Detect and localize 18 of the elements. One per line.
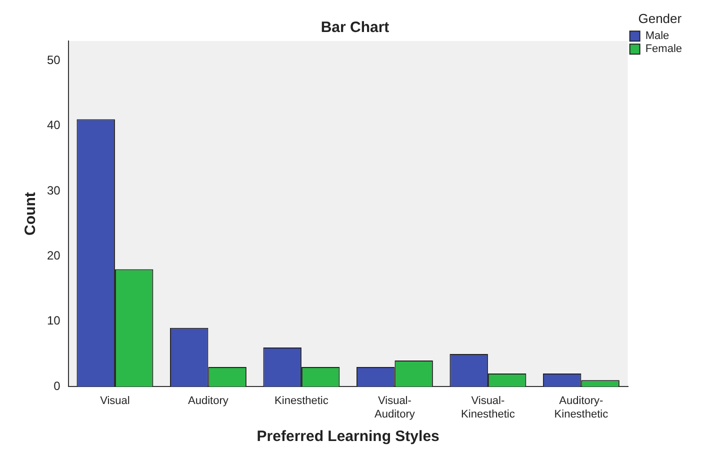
- x-tick-label: Kinesthetic: [274, 395, 329, 408]
- chart-title: Bar Chart: [320, 19, 390, 36]
- x-tick-label: Visual-Auditory: [374, 395, 416, 420]
- y-tick-label: 50: [46, 52, 61, 67]
- legend-label: Male: [645, 30, 670, 42]
- legend-label: Female: [645, 43, 682, 56]
- x-axis-title: Preferred Learning Styles: [256, 428, 440, 446]
- x-tick-label: Auditory: [188, 395, 229, 408]
- y-tick-label: 40: [46, 118, 61, 132]
- x-tick-label: Visual: [100, 395, 130, 408]
- y-tick-label: 10: [46, 314, 61, 328]
- y-tick-label: 20: [46, 248, 61, 262]
- y-axis-title: Count: [22, 192, 40, 236]
- x-tick-label: Auditory-Kinesthetic: [554, 395, 609, 420]
- x-tick-label: Visual-Kinesthetic: [461, 395, 516, 420]
- y-tick-label: 0: [54, 378, 61, 393]
- legend-title: Gender: [638, 11, 682, 26]
- y-tick-label: 30: [46, 183, 61, 198]
